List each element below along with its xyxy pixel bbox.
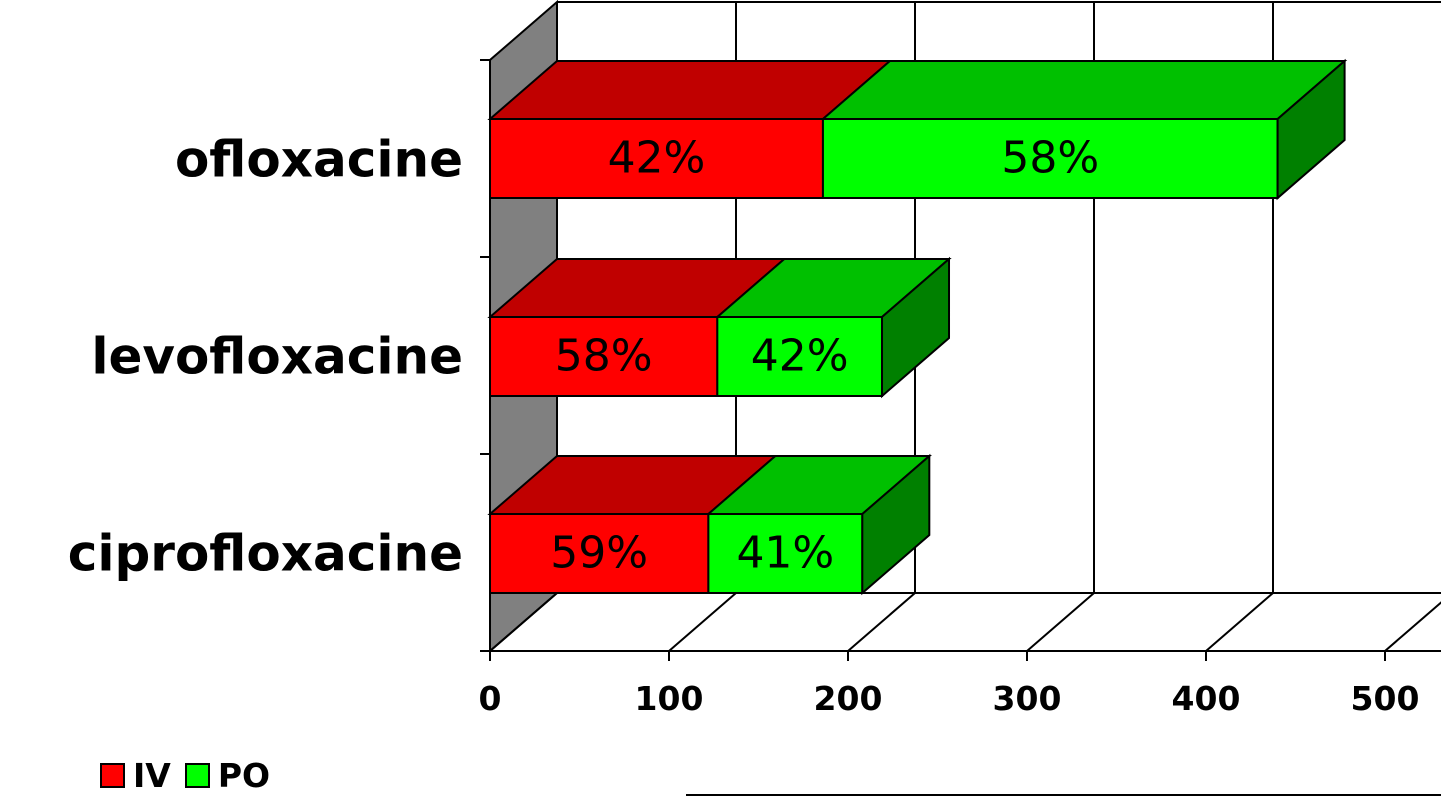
bar-side-face [861,453,931,596]
floor-line [1205,592,1274,652]
bar-side-face [1276,58,1346,201]
legend-label-po: PO [217,756,271,795]
bar [716,316,884,397]
legend-swatch-iv [100,763,125,788]
floor-line [1384,601,1441,652]
x-tick-label: 400 [1172,679,1241,718]
legend-item-po: PO [184,756,271,795]
x-tick-label: 0 [479,679,502,718]
bars: 59% 41% 58% 42% 42% 58% [487,58,1348,596]
x-tick-label: 300 [993,679,1062,718]
x-tick-label: 200 [814,679,883,718]
category-label: levofloxacine [91,328,463,386]
data-label: 42% [751,331,849,382]
floor-line [668,592,737,652]
legend-label-iv: IV [133,756,171,795]
x-tick-label: 100 [635,679,704,718]
category-label: ciprofloxacine [68,525,463,583]
data-label: 42% [608,133,706,184]
bar [489,118,824,199]
bar [489,513,710,594]
legend-item-iv: IV [100,756,171,795]
legend: IV PO [100,756,284,795]
bar-top-face [820,60,1348,120]
bar-top-face [487,60,893,120]
x-axis: 0 100 200 300 400 500 [479,59,1441,718]
data-label: 41% [736,528,834,579]
floor-line [1026,592,1095,652]
legend-swatch-po [184,763,210,788]
floor-line [489,592,558,652]
bar [707,513,864,594]
floor-line [847,592,916,652]
x-tick-label: 500 [1351,679,1420,718]
category-label: ofloxacine [175,131,463,189]
data-label: 58% [1001,133,1099,184]
bar-side-face [881,256,951,399]
category-labels: ciprofloxacine levofloxacine ofloxacine [68,131,463,583]
bar [821,118,1279,199]
data-label: 59% [550,528,648,579]
data-label: 58% [555,331,653,382]
